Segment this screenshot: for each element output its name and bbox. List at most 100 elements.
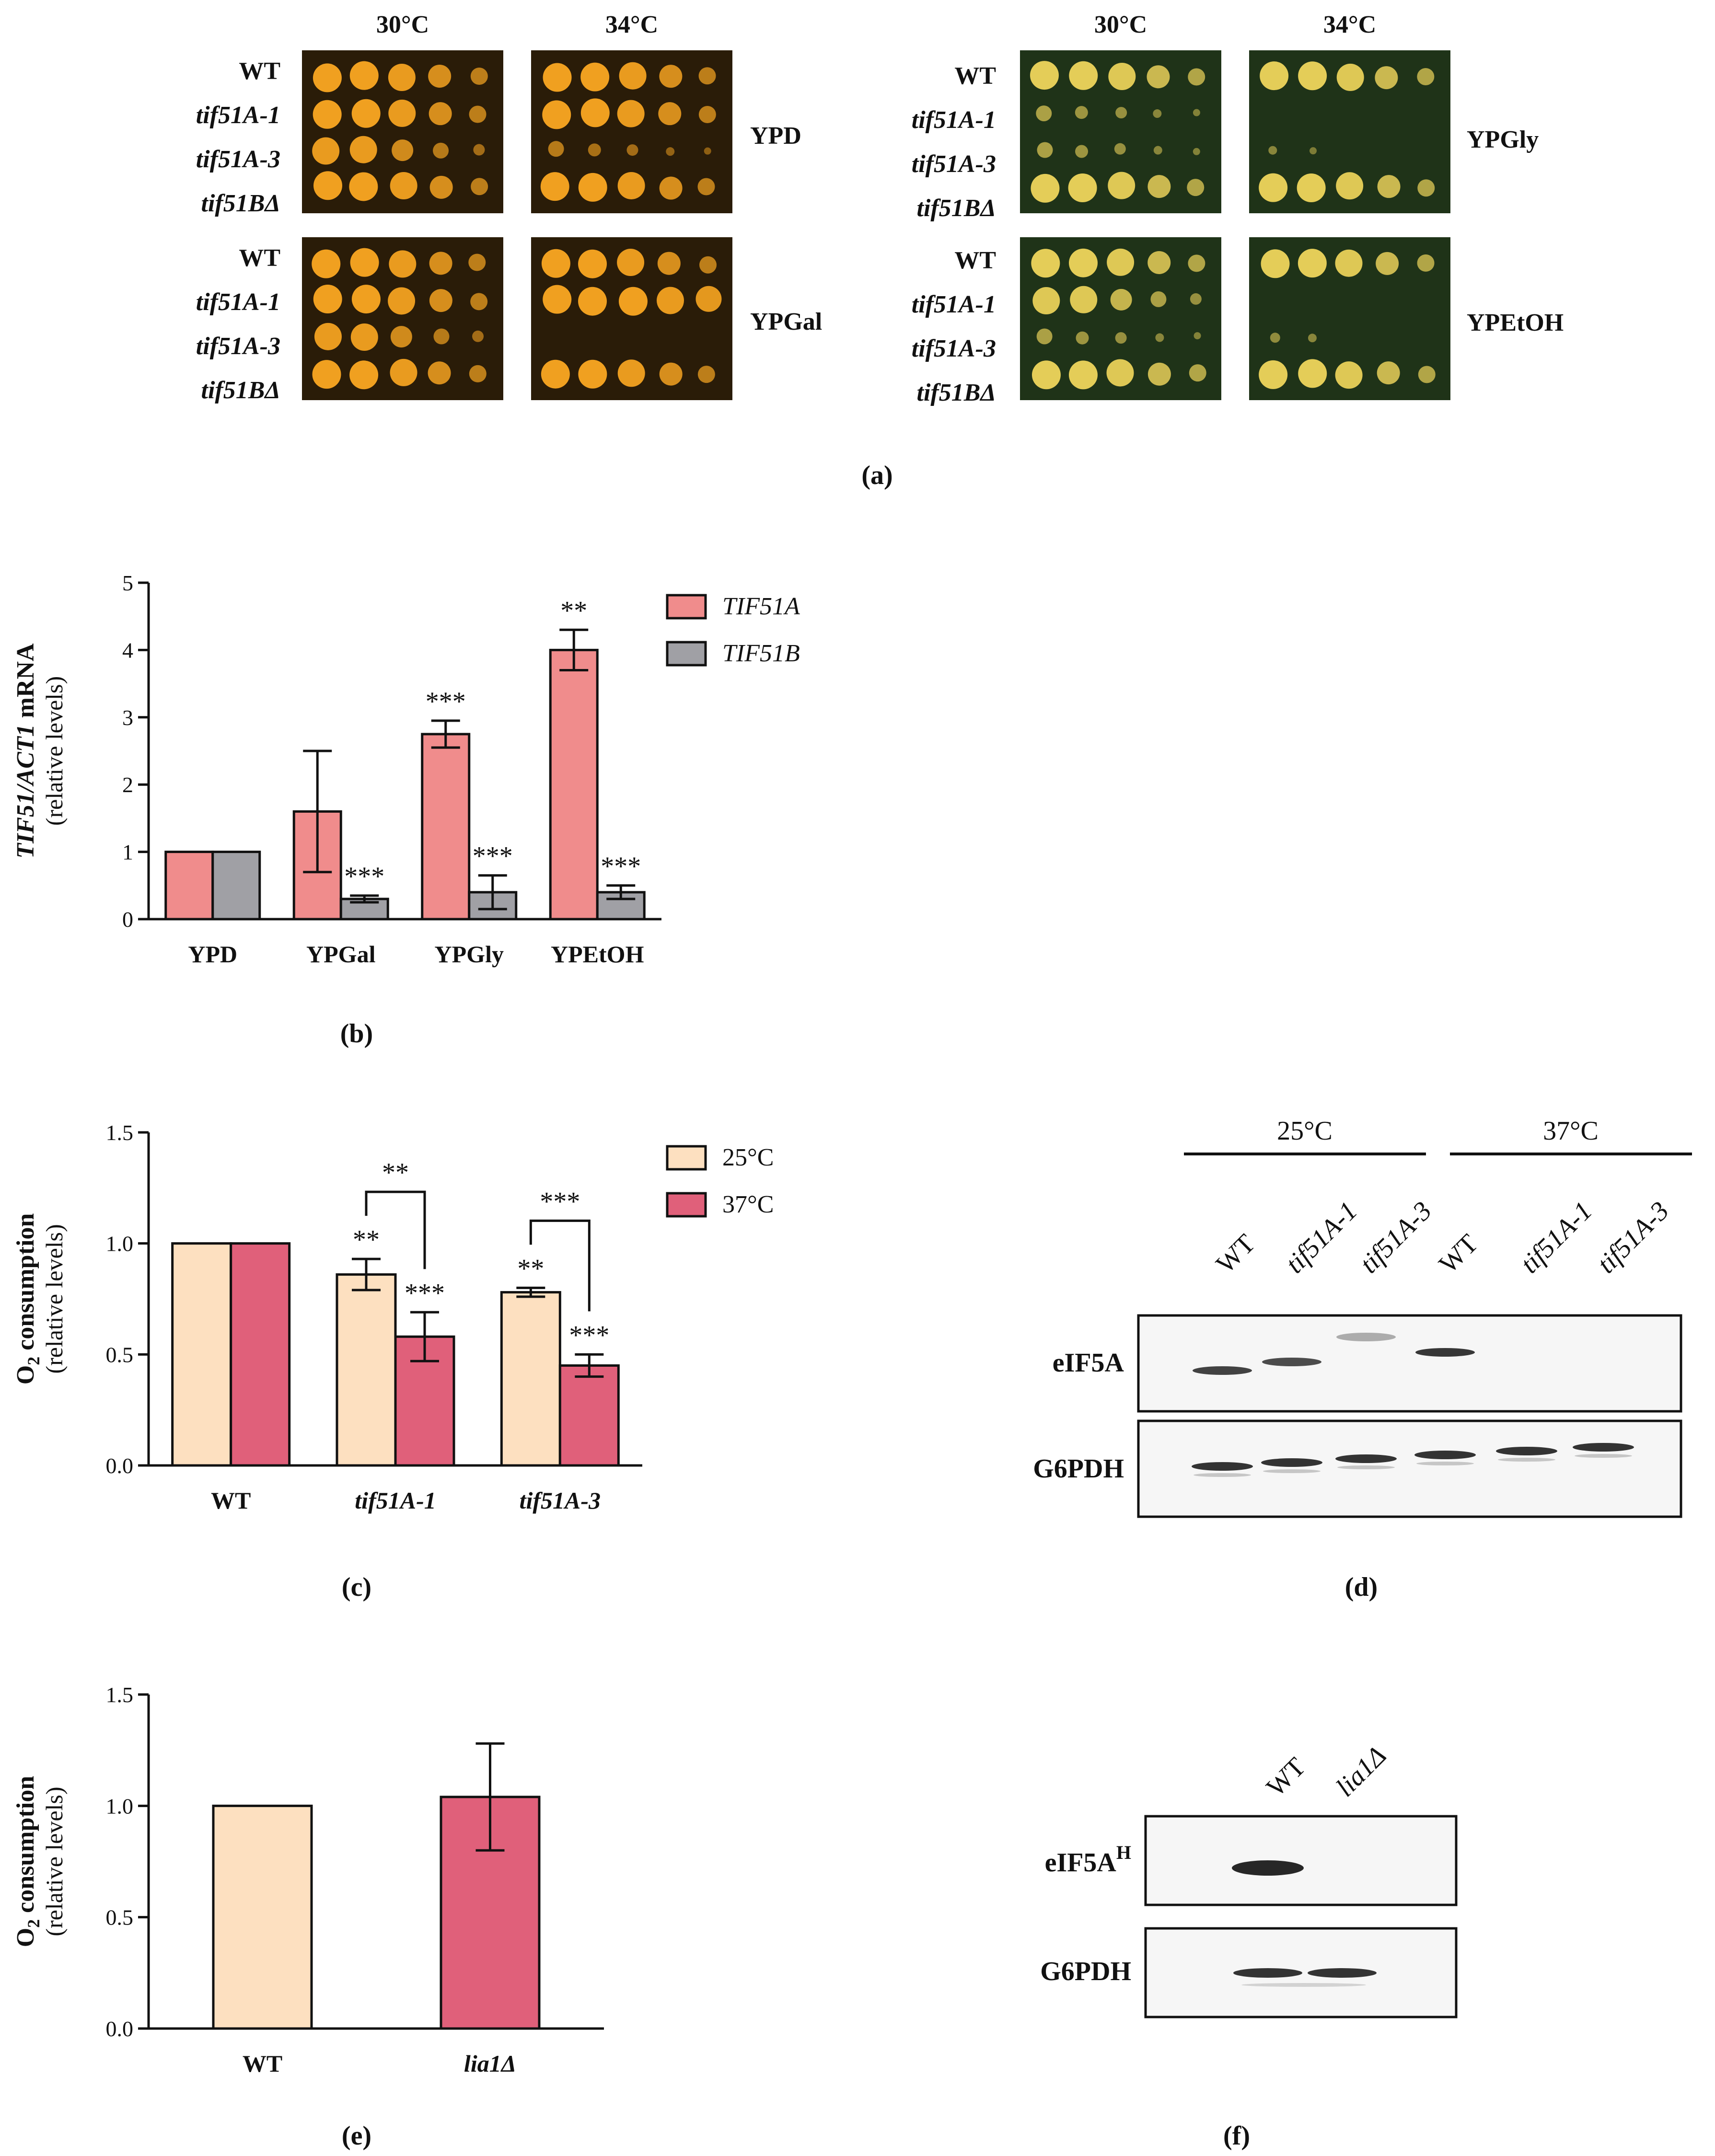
colony-spot — [659, 65, 683, 88]
colony-spot — [1297, 173, 1326, 203]
colony-spot — [1108, 172, 1136, 199]
colony-spot — [1193, 148, 1200, 155]
strain-label: tif51BΔ — [917, 379, 997, 406]
colony-spot — [619, 62, 647, 90]
colony-spot — [1150, 291, 1167, 307]
colony-spot — [617, 172, 645, 199]
protein-band — [1232, 1860, 1304, 1876]
colony-spot — [1259, 360, 1288, 389]
colony-spot — [1335, 361, 1363, 389]
colony-spot — [312, 360, 341, 389]
colony-spot — [578, 287, 607, 316]
colony-spot — [312, 249, 341, 278]
colony-spot — [1187, 179, 1205, 196]
y-tick-label: 1.0 — [106, 1794, 134, 1818]
panel-a-spot-assays: 30°C 34°C 30°C 34°C WT tif51A-1 tif51A-3 tif51B… — [196, 11, 1564, 490]
colony-spot — [578, 173, 607, 202]
colony-spot — [1076, 331, 1089, 345]
strain-label: tif51A-3 — [196, 333, 280, 360]
colony-spot — [351, 285, 381, 314]
colony-spot — [1070, 286, 1098, 313]
temp-label: 34°C — [1323, 11, 1376, 38]
significance-label: *** — [344, 862, 384, 891]
colony-spot — [1194, 332, 1201, 340]
y-axis-label-sub: (relative levels) — [41, 1224, 68, 1373]
strain-label: tif51A-3 — [196, 146, 280, 173]
lane-label: tif51A-3 — [1354, 1196, 1437, 1280]
y-tick-label: 1.5 — [106, 1120, 134, 1145]
significance-label: *** — [426, 687, 466, 716]
significance-label: ** — [560, 596, 587, 625]
lane-label: WT — [1210, 1229, 1261, 1279]
blot-row-label: G6PDH — [1033, 1454, 1124, 1484]
colony-spot — [1110, 288, 1132, 311]
colony-spot — [388, 64, 416, 92]
colony-spot — [1031, 360, 1061, 390]
y-tick-label: 1 — [122, 840, 133, 865]
y-axis-label-sub: (relative levels) — [41, 1787, 68, 1936]
strain-label: WT — [954, 62, 996, 90]
legend-swatch — [666, 1192, 707, 1218]
colony-spot — [468, 254, 486, 271]
bar — [212, 1804, 313, 2030]
protein-band — [1415, 1348, 1475, 1357]
colony-spot — [1417, 68, 1435, 85]
colony-spot — [578, 359, 607, 389]
lane-label: tif51A-1 — [1515, 1196, 1598, 1280]
strain-label: WT — [954, 247, 996, 274]
y-axis-label: TIF51/ACT1 mRNA — [12, 643, 39, 859]
colony-spot — [695, 286, 722, 312]
colony-spot — [428, 361, 451, 385]
colony-spot — [390, 358, 417, 386]
x-tick-label: WT — [243, 2050, 282, 2077]
y-tick-label: 2 — [122, 772, 133, 797]
colony-spot — [429, 252, 452, 275]
colony-spot — [1115, 107, 1127, 119]
colony-spot — [313, 285, 342, 314]
colony-spot — [541, 359, 570, 389]
colony-spot — [313, 171, 343, 200]
colony-spot — [1377, 361, 1400, 385]
colony-spot — [1068, 248, 1098, 277]
protein-band-faint — [1194, 1473, 1251, 1477]
strain-label: tif51A-1 — [196, 102, 280, 129]
colony-spot — [1188, 254, 1205, 272]
colony-spot — [1147, 251, 1171, 274]
protein-band — [1335, 1454, 1397, 1463]
panel-label: (e) — [342, 2121, 371, 2151]
colony-spot — [1309, 147, 1317, 155]
y-tick-label: 0.0 — [106, 1453, 134, 1478]
y-tick-label: 1.0 — [106, 1232, 134, 1256]
significance-label: ** — [517, 1254, 544, 1283]
strain-label: WT — [239, 58, 280, 85]
x-tick-label: WT — [211, 1487, 251, 1514]
protein-band-faint — [1498, 1458, 1555, 1462]
protein-band — [1308, 1968, 1377, 1978]
colony-spot — [1114, 143, 1126, 155]
protein-band-faint — [1263, 1469, 1321, 1473]
temp-label: 30°C — [1094, 11, 1147, 38]
protein-band — [1192, 1462, 1253, 1471]
colony-spot — [350, 323, 378, 351]
colony-spot — [1260, 61, 1289, 91]
lane-label: tif51A-1 — [1280, 1196, 1363, 1280]
blot-eif5a — [1137, 1314, 1682, 1413]
colony-spot — [1268, 146, 1277, 155]
colony-spot — [1032, 287, 1060, 315]
colony-spot — [657, 287, 684, 314]
colony-spot — [666, 147, 675, 156]
colony-spot — [1298, 359, 1327, 388]
colony-spot — [1031, 173, 1060, 203]
significance-label: *** — [569, 1320, 609, 1350]
lane-label: WT — [1433, 1229, 1483, 1279]
panel-f-western-blot: WT lia1Δ eIF5AH G6PDH (f) — [1040, 1741, 1458, 2151]
legend-swatch — [666, 594, 707, 620]
colony-spot — [578, 249, 607, 278]
colony-spot — [472, 330, 484, 342]
protein-band — [1496, 1447, 1557, 1455]
legend-label: 25°C — [722, 1144, 774, 1171]
strain-label: WT — [239, 244, 280, 272]
colony-spot — [349, 136, 377, 163]
colony-spot — [1375, 66, 1398, 90]
